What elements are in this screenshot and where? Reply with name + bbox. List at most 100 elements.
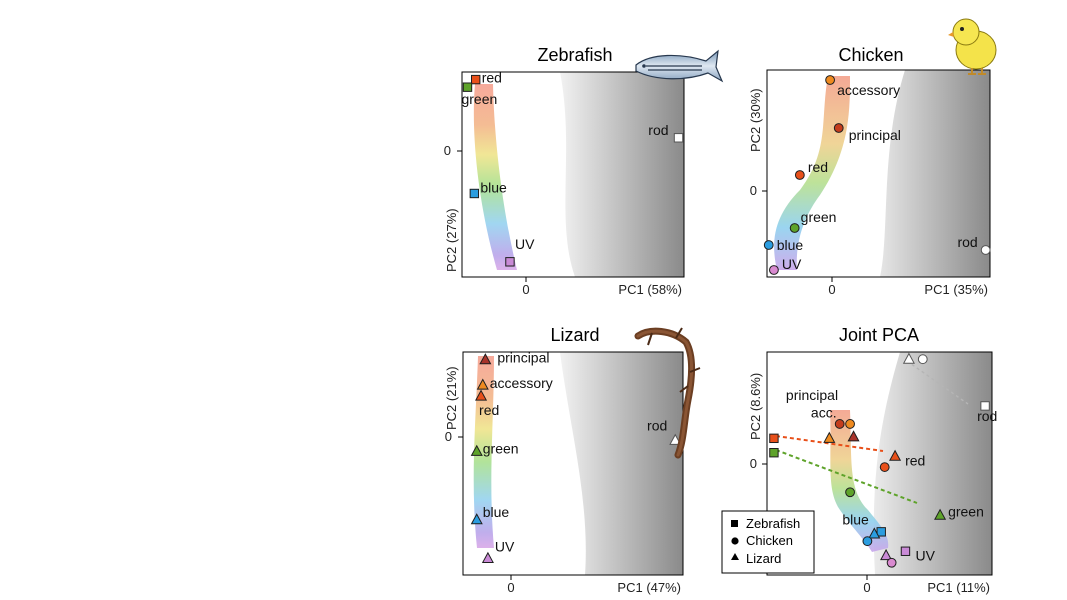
chicken-point-principal-label: principal: [849, 127, 901, 143]
chicken-point-uv-label: UV: [782, 256, 802, 272]
lizard-plot-frame: [462, 351, 684, 576]
joint-pca-point-red-label: red: [905, 452, 925, 468]
zebrafish-y-tick-zero: 0: [444, 143, 451, 158]
lizard-xlabel: PC1 (47%): [617, 580, 681, 595]
legend-square-marker: [731, 520, 738, 527]
lizard-x-tick-zero: 0: [507, 580, 514, 595]
joint-pca-point-uv: [900, 546, 911, 556]
zebrafish-point-uv: [505, 257, 515, 267]
chicken-point-rod-label: rod: [957, 234, 977, 250]
lizard-ylabel: PC2 (21%): [444, 366, 459, 430]
zebrafish-x-tick-zero: 0: [522, 282, 529, 297]
chicken-rainbow-band: [774, 76, 850, 270]
joint-pca-point-13: [876, 527, 886, 537]
joint-rainbow-band: [830, 410, 889, 552]
joint-pca-point-uv-label: UV: [915, 547, 935, 563]
lizard-icon: [634, 327, 701, 459]
zebrafish-panel: red green rod blue UV Zebrafish PC1 (58%) PC…: [444, 45, 724, 297]
zebrafish-icon: [635, 49, 724, 83]
zebrafish-rainbow-band: [473, 84, 517, 270]
lizard-point-blue: [470, 513, 483, 525]
chicken-xlabel: PC1 (35%): [924, 282, 988, 297]
zebrafish-point-red-label: red: [482, 70, 502, 86]
chicken-point-blue: [763, 240, 774, 250]
joint-pca-point-10: [769, 448, 779, 458]
joint-pca-point-7: [769, 433, 779, 444]
zebrafish-title: Zebrafish: [537, 45, 612, 65]
lizard-y-tick-zero: 0: [445, 429, 452, 444]
zebrafish-shade: [560, 72, 684, 277]
joint-title: Joint PCA: [839, 325, 919, 345]
joint-pca-point-6: [847, 430, 860, 442]
chicken-ylabel: PC2 (30%): [748, 88, 763, 152]
chicken-plot-frame: [766, 69, 991, 278]
joint-pca-point-15: [862, 536, 873, 547]
lizard-point-accessory: [476, 378, 489, 390]
zebrafish-point-green: [462, 82, 473, 92]
legend-triangle-marker: [731, 553, 739, 560]
zebrafish-xlabel: PC1 (58%): [618, 282, 682, 297]
legend-lizard-label: Lizard: [746, 551, 781, 566]
joint-pca-point-green-label: green: [948, 503, 984, 519]
chicken-point-rod: [980, 245, 991, 255]
chicken-point-accessory-label: accessory: [837, 82, 900, 98]
joint-y-tick-zero: 0: [750, 456, 757, 471]
lizard-rainbow-band: [473, 356, 494, 548]
legend-zebrafish-label: Zebrafish: [746, 516, 800, 531]
chicken-point-green: [789, 223, 800, 233]
lizard-point-principal: [479, 353, 492, 365]
chicken-x-tick-zero: 0: [828, 282, 835, 297]
zebrafish-plot-frame: [461, 71, 685, 278]
joint-pca-point-14: [868, 527, 881, 539]
chicken-point-accessory: [825, 75, 835, 85]
joint-pca-point-1: [917, 354, 928, 365]
joint-shade: [873, 352, 992, 575]
lizard-points: principal accessory red green blue UV rod: [470, 350, 682, 563]
chicken-shade: [880, 70, 990, 277]
lizard-point-green: [470, 444, 483, 456]
joint-xlabel: PC1 (11%): [927, 580, 990, 595]
lizard-point-green-label: green: [483, 440, 519, 456]
joint-ylabel: PC2 (8.6%): [748, 373, 763, 440]
zebrafish-point-blue: [469, 188, 480, 199]
chicken-point-uv: [769, 265, 779, 275]
chicken-panel: accessory principal red green blue UV rod Chic…: [748, 18, 997, 297]
zebrafish-point-rod-label: rod: [648, 122, 668, 138]
joint-pca-point-11: [845, 487, 855, 498]
zebrafish-point-blue-label: blue: [480, 179, 507, 195]
joint-pca-point-17: [880, 548, 893, 561]
joint-pca-point-red: [889, 449, 902, 461]
zebrafish-ylabel: PC2 (27%): [444, 208, 459, 272]
zebrafish-point-rod: [673, 133, 684, 143]
zebrafish-point-uv-label: UV: [515, 236, 535, 252]
lizard-point-blue-label: blue: [483, 504, 510, 520]
chicken-point-blue-label: blue: [777, 237, 804, 253]
zebrafish-points: red green rod blue UV: [461, 70, 684, 267]
zebrafish-point-red: [471, 74, 481, 85]
lizard-point-rod-label: rod: [647, 417, 667, 433]
legend-circle-marker: [731, 537, 739, 545]
zebrafish-point-green-label: green: [461, 91, 497, 107]
lizard-point-rod: [669, 433, 682, 445]
chicken-point-green-label: green: [801, 209, 837, 225]
joint-pca-point-0: [902, 352, 915, 364]
joint-pca-point-rod: [980, 401, 990, 411]
chicken-title: Chicken: [838, 45, 903, 65]
joint-connector-lines: [775, 360, 969, 504]
joint-annotation-acc: acc.: [811, 404, 837, 420]
joint-points: rod red green UV: [769, 352, 997, 568]
chicken-points: accessory principal red green blue UV rod: [763, 75, 991, 275]
chicken-point-red-label: red: [808, 159, 828, 175]
joint-legend: Zebrafish Chicken Lizard: [721, 510, 815, 574]
joint-pca-point-green: [934, 508, 947, 520]
joint-annotation-blue: blue: [842, 512, 869, 528]
lizard-point-red-label: red: [479, 402, 499, 418]
lizard-panel: principal accessory red green blue UV rod Liza…: [444, 325, 701, 595]
lizard-point-principal-label: principal: [497, 350, 549, 366]
lizard-point-accessory-label: accessory: [490, 375, 553, 391]
joint-pca-point-rod-label: rod: [977, 408, 997, 424]
chicken-point-principal: [833, 123, 844, 133]
